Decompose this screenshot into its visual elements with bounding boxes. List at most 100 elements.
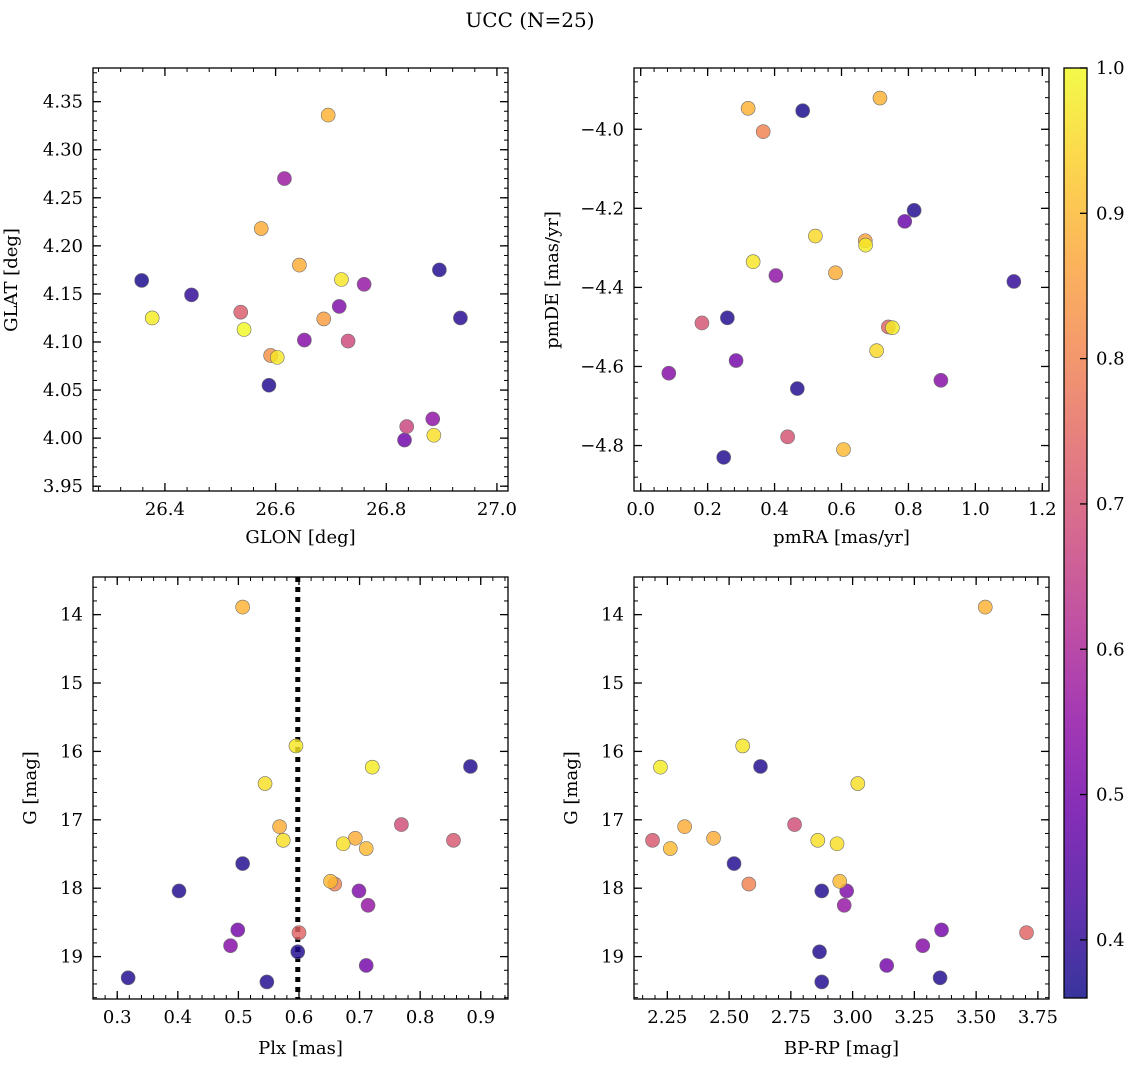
scatter-point bbox=[810, 833, 826, 848]
x-axis-label: GLON [deg] bbox=[245, 527, 355, 548]
y-tick-label: 14 bbox=[601, 605, 624, 626]
y-tick-label: 4.00 bbox=[43, 428, 83, 449]
x-tick-label: 3.00 bbox=[833, 1007, 873, 1028]
scatter-point bbox=[171, 883, 187, 899]
colorbar-ticks: 0.4 0.5 0.6 0.7 0.8 0.9 1.0 bbox=[1080, 58, 1125, 951]
scatter-point bbox=[694, 315, 710, 331]
scatter-point bbox=[740, 101, 756, 116]
scatter-point bbox=[360, 897, 376, 913]
y-tick-label: 14 bbox=[60, 605, 83, 626]
scatter-point bbox=[426, 427, 442, 443]
y-tick-label: 15 bbox=[601, 673, 624, 694]
scatter-point bbox=[277, 171, 292, 186]
scatter-point bbox=[808, 228, 823, 244]
panels: 26.4 26.6 26.8 27.0 3.95 4.00 4.05 4.10 4.15 4.20… bbox=[1, 67, 1058, 1059]
scatter-point bbox=[906, 203, 922, 218]
scatter-point bbox=[677, 819, 692, 834]
scatter-point bbox=[432, 262, 447, 278]
y-tick-label: 19 bbox=[601, 947, 624, 968]
scatter-point bbox=[663, 841, 678, 856]
x-tick-label: 27.0 bbox=[477, 499, 517, 520]
scatter-point bbox=[735, 738, 750, 754]
y-axis-label: G [mag] bbox=[20, 751, 41, 824]
x-tick-label: 0.8 bbox=[894, 499, 923, 520]
scatter-point bbox=[399, 419, 415, 434]
scatter-point bbox=[291, 925, 307, 940]
scatter-point bbox=[745, 254, 761, 270]
scatter-point bbox=[814, 974, 830, 990]
scatter-point bbox=[885, 320, 900, 336]
y-tick-label: −4.8 bbox=[580, 436, 624, 457]
scatter-point bbox=[787, 817, 802, 832]
scatter-point bbox=[753, 759, 768, 774]
colorbar-tick-label: 0.9 bbox=[1096, 203, 1125, 224]
scatter-point bbox=[364, 759, 380, 775]
scatter-point bbox=[768, 268, 784, 283]
y-tick-label: 4.25 bbox=[43, 188, 83, 209]
colorbar-tick-label: 0.8 bbox=[1096, 349, 1125, 370]
scatter-point bbox=[795, 103, 810, 118]
scatter-point bbox=[814, 883, 830, 899]
scatter-point bbox=[144, 310, 160, 326]
scatter-point bbox=[872, 90, 888, 106]
scatter-point bbox=[297, 332, 312, 348]
panel-top-right: 0.0 0.2 0.4 0.6 0.8 1.0 1.2 −4.8 −4.6 −4.4 −4.2 −4.… bbox=[542, 67, 1057, 548]
scatter-point bbox=[223, 938, 238, 953]
x-axis-label: BP-RP [mag] bbox=[784, 1038, 899, 1059]
y-tick-label: −4.4 bbox=[580, 277, 624, 298]
x-tick-label: 2.75 bbox=[771, 1007, 811, 1028]
panel-top-left: 26.4 26.6 26.8 27.0 3.95 4.00 4.05 4.10 4.15 4.20… bbox=[1, 67, 517, 548]
axes-frame bbox=[92, 67, 509, 492]
scatter-point bbox=[858, 237, 873, 253]
scatter-point bbox=[394, 817, 409, 832]
scatter-point bbox=[235, 599, 250, 615]
scatter-point bbox=[446, 833, 461, 848]
scatter-point bbox=[331, 299, 347, 314]
colorbar-gradient bbox=[1064, 68, 1087, 998]
scatter-point bbox=[316, 311, 332, 327]
scatter-point bbox=[832, 874, 848, 889]
scatter-point bbox=[728, 353, 744, 368]
colorbar-tick-label: 0.5 bbox=[1096, 785, 1125, 806]
scatter-point bbox=[356, 277, 372, 292]
y-tick-label: 17 bbox=[60, 810, 83, 831]
scatter-point bbox=[397, 432, 412, 448]
scatter-point bbox=[184, 287, 199, 303]
scatter-point bbox=[716, 450, 731, 465]
scatter-point bbox=[134, 273, 149, 288]
scatter-point bbox=[934, 922, 949, 938]
axes-frame bbox=[633, 576, 1050, 1000]
scatter-point bbox=[236, 322, 252, 337]
x-tick-label: 0.6 bbox=[827, 499, 856, 520]
x-tick-label: 0.7 bbox=[345, 1007, 374, 1028]
scatter-point bbox=[120, 970, 136, 986]
scatter-point bbox=[741, 876, 757, 892]
colorbar-tick-label: 0.6 bbox=[1096, 639, 1125, 660]
scatter-point bbox=[932, 970, 948, 986]
scatter-point bbox=[977, 599, 993, 615]
scatter-point bbox=[290, 944, 306, 960]
scatter-point bbox=[233, 304, 249, 320]
x-tick-label: 3.75 bbox=[1018, 1007, 1058, 1028]
scatter-point bbox=[323, 874, 338, 889]
y-tick-label: 4.05 bbox=[43, 380, 83, 401]
y-tick-label: 4.35 bbox=[43, 92, 83, 113]
panel-bottom-left: 0.3 0.4 0.5 0.6 0.7 0.8 0.9 14 15 16 17 18 19 Plx [ma… bbox=[20, 576, 509, 1059]
x-tick-label: 1.2 bbox=[1028, 499, 1057, 520]
colorbar: 0.4 0.5 0.6 0.7 0.8 0.9 1.0 bbox=[1063, 58, 1125, 999]
scatter-point bbox=[292, 257, 307, 273]
scatter-point bbox=[661, 365, 677, 381]
y-tick-label: 16 bbox=[601, 741, 624, 762]
scatter-point bbox=[790, 381, 805, 396]
scatter-point bbox=[320, 107, 336, 123]
x-tick-label: 0.4 bbox=[163, 1007, 192, 1028]
y-tick-label: −4.6 bbox=[580, 356, 624, 377]
scatter-point bbox=[288, 738, 304, 754]
scatter-point bbox=[334, 272, 349, 287]
scatter-point bbox=[275, 833, 291, 848]
y-tick-label: −4.0 bbox=[580, 119, 624, 140]
axes-frame bbox=[92, 576, 509, 1000]
y-tick-label: 3.95 bbox=[43, 476, 83, 497]
y-tick-label: 4.15 bbox=[43, 284, 83, 305]
scatter-point bbox=[463, 759, 478, 774]
